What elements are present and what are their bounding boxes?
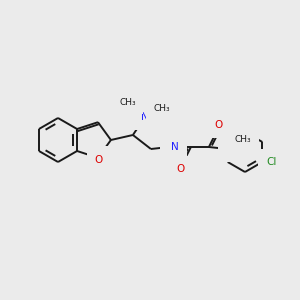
Text: H: H (167, 134, 173, 143)
Text: CH₃: CH₃ (154, 103, 170, 112)
Text: N: N (229, 144, 237, 154)
Text: O: O (215, 120, 223, 130)
Text: Cl: Cl (266, 157, 277, 167)
Text: CH₃: CH₃ (235, 136, 251, 145)
Text: O: O (95, 155, 103, 165)
Text: H: H (225, 136, 231, 145)
Text: O: O (177, 164, 185, 174)
Text: CH₃: CH₃ (120, 98, 136, 106)
Text: N: N (141, 112, 149, 122)
Text: N: N (171, 142, 179, 152)
